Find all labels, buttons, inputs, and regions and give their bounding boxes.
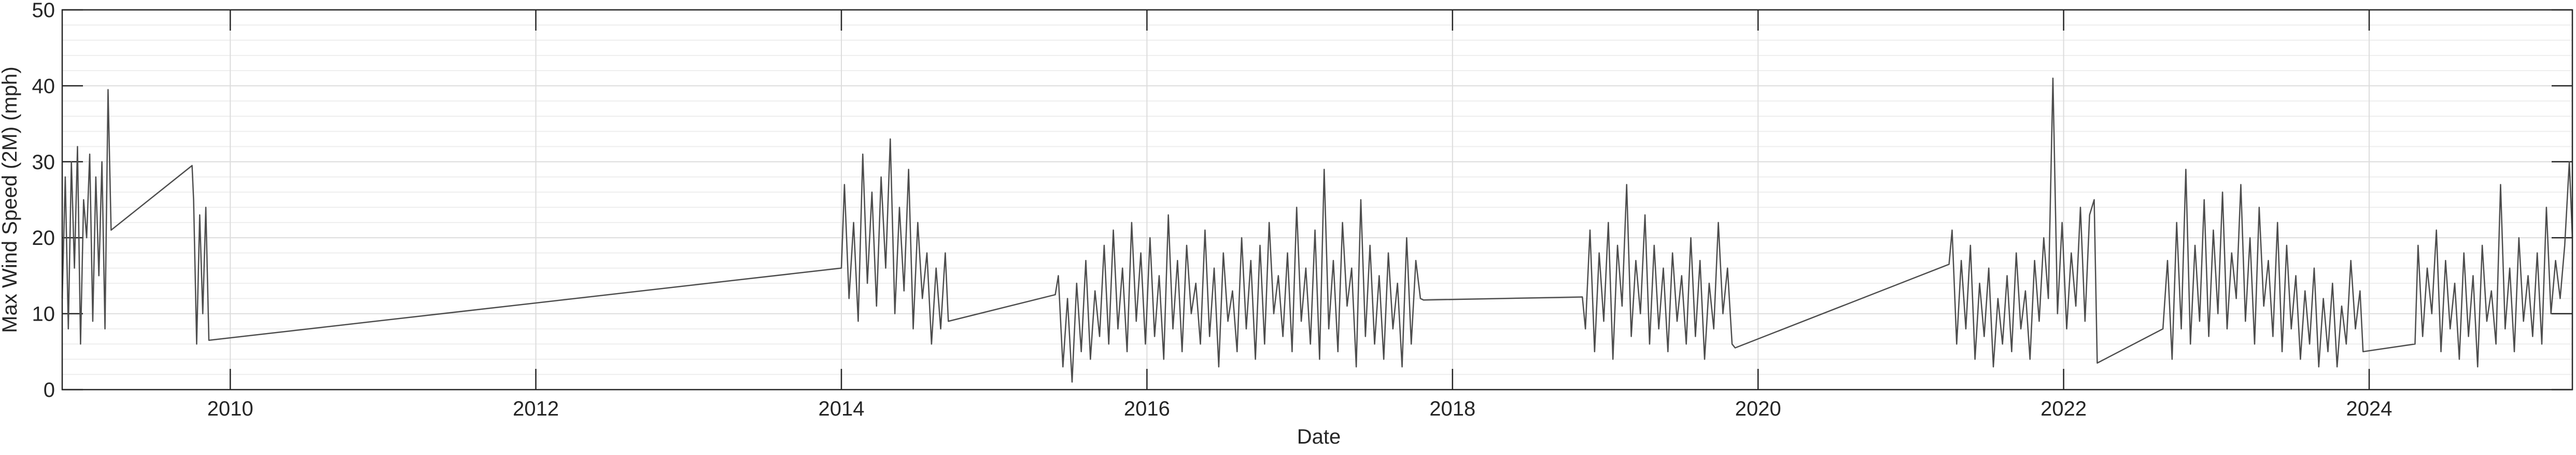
x-tick-label: 2020 xyxy=(1735,397,1781,420)
data-line xyxy=(61,77,2573,383)
y-tick-label: 40 xyxy=(32,75,55,98)
y-tick-label: 10 xyxy=(32,303,55,326)
y-tick-label: 30 xyxy=(32,151,55,174)
x-tick-label: 2014 xyxy=(819,397,865,420)
y-tick-label: 0 xyxy=(44,379,55,402)
y-axis-label: Max Wind Speed (2M) (mph) xyxy=(0,66,21,333)
x-tick-label: 2018 xyxy=(1429,397,1475,420)
y-tick-label: 20 xyxy=(32,227,55,250)
x-tick-label: 2012 xyxy=(513,397,559,420)
axes-box xyxy=(61,9,2573,391)
y-tick-label: 50 xyxy=(32,0,55,22)
x-tick-label: 2016 xyxy=(1124,397,1170,420)
x-axis-label: Date xyxy=(1297,425,1341,448)
plot-area xyxy=(62,10,2572,390)
x-tick-label: 2010 xyxy=(207,397,254,420)
x-tick-label: 2022 xyxy=(2040,397,2087,420)
x-tick-label: 2024 xyxy=(2346,397,2392,420)
